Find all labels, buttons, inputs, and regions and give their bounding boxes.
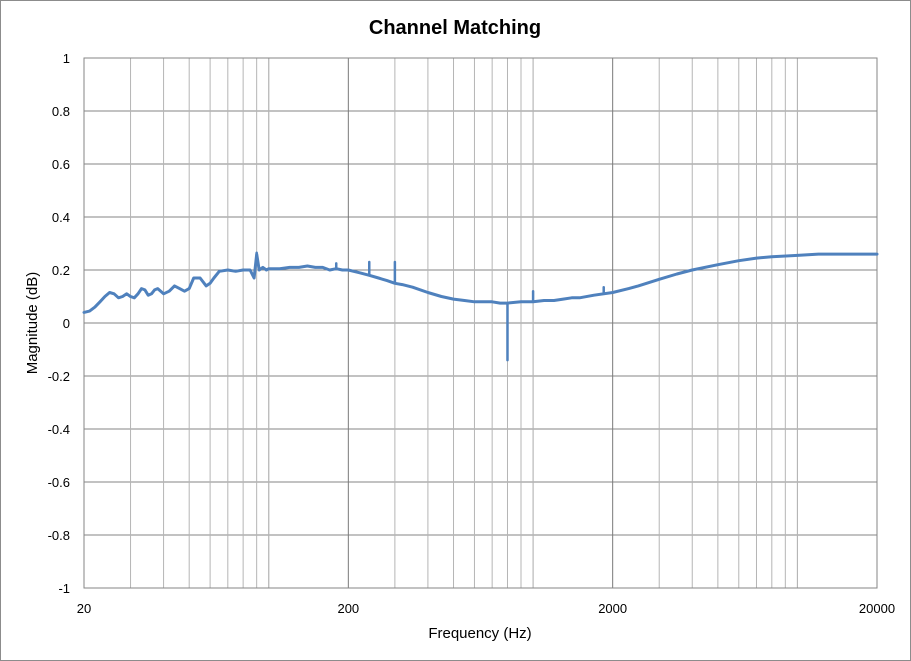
y-tick-label: 0 xyxy=(63,316,70,331)
y-tick-label: -1 xyxy=(58,581,70,596)
x-tick-label: 2000 xyxy=(598,601,627,616)
x-tick-label: 20 xyxy=(77,601,91,616)
grid xyxy=(83,57,878,589)
y-tick-label: 0.8 xyxy=(52,104,70,119)
y-tick-label: -0.2 xyxy=(48,369,70,384)
x-tick-label: 200 xyxy=(337,601,359,616)
y-tick-label: -0.8 xyxy=(48,528,70,543)
y-tick-label: 0.2 xyxy=(52,263,70,278)
y-tick-label: -0.6 xyxy=(48,475,70,490)
y-axis-title: Magnitude (dB) xyxy=(24,272,41,375)
x-axis-ticks: 20 200 2000 20000 xyxy=(77,601,895,616)
series-spikes xyxy=(255,251,605,362)
series-line-channel-matching xyxy=(82,252,879,314)
y-tick-label: -0.4 xyxy=(48,422,70,437)
y-tick-label: 0.4 xyxy=(52,210,70,225)
y-tick-label: 0.6 xyxy=(52,157,70,172)
x-tick-label: 20000 xyxy=(859,601,895,616)
plot-area-border xyxy=(83,57,878,589)
y-tick-label: 1 xyxy=(63,51,70,66)
x-axis-title: Frequency (Hz) xyxy=(428,625,531,642)
chart-title: Channel Matching xyxy=(369,17,541,39)
y-axis-ticks: 1 0.8 0.6 0.4 0.2 0 -0.2 -0.4 -0.6 -0.8 -1 xyxy=(48,51,70,596)
